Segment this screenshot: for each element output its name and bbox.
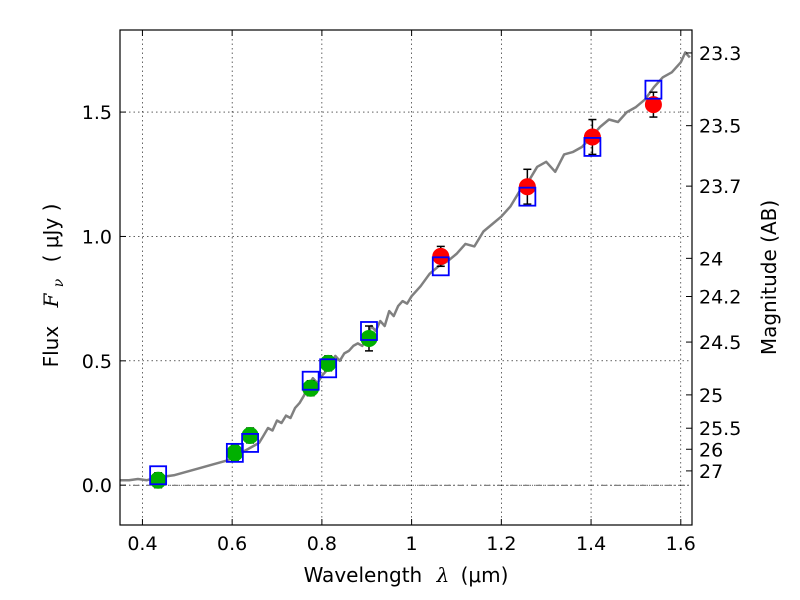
observed-optical-point: [149, 471, 167, 489]
magnitude-tick-label: 23.7: [699, 176, 741, 198]
observed-optical-point: [302, 379, 320, 397]
model-flux-square: [583, 137, 602, 157]
model-flux-square: [319, 358, 338, 379]
magnitude-tick-label: 27: [699, 461, 723, 483]
spectrum-series: [120, 51, 691, 482]
axis-ticks: 0.4 0.6 0.8 1 1.2 1.4 1.6 0.0 0.5 1.0 1.5 23.3 23.5 2…: [82, 30, 741, 555]
observed-ir-point: [518, 178, 536, 196]
magnitude-tick-label: 23.5: [699, 116, 741, 138]
observed-ir-point: [583, 128, 601, 146]
y-axis-label-symbol: F: [39, 292, 63, 308]
model-points: [149, 79, 663, 486]
magnitude-tick-label: 25.5: [699, 418, 741, 440]
magnitude-tick-label: 26: [699, 439, 723, 461]
y-tick-label: 1.0: [82, 226, 112, 248]
x-tick-label: 1: [406, 533, 418, 555]
plot-frame: [119, 29, 693, 526]
y-axis-label: Flux F ν ( μJy ): [39, 204, 68, 368]
model-flux-square: [149, 465, 168, 486]
observed-optical-point: [319, 354, 337, 372]
x-axis-label: Wavelength λ (μm): [304, 563, 509, 587]
spectrum-line: [120, 51, 691, 482]
y-tick-label: 0.0: [82, 475, 112, 497]
model-flux-square: [301, 370, 320, 391]
grid-lines: [120, 30, 692, 525]
model-flux-square: [431, 256, 450, 277]
magnitude-tick-label: 25: [699, 385, 723, 407]
magnitude-tick-label: 24.5: [699, 332, 741, 354]
model-flux-square: [241, 433, 260, 453]
observed-ir-point: [644, 96, 662, 114]
observed-optical-point: [226, 444, 244, 462]
model-flux-square: [644, 79, 663, 100]
magnitude-axis-label: Magnitude (AB): [757, 200, 781, 355]
model-flux-square: [225, 442, 244, 463]
y-tick-label: 1.5: [82, 102, 112, 124]
magnitude-tick-label: 23.3: [699, 43, 741, 65]
observed-optical-point: [241, 426, 259, 444]
x-tick-label: 1.6: [666, 533, 696, 555]
magnitude-tick-label: 24.2: [699, 287, 741, 309]
y-axis-label-unit: ( μJy ): [39, 204, 63, 263]
x-tick-label: 0.4: [127, 533, 157, 555]
x-tick-label: 0.6: [217, 533, 247, 555]
y-axis-label-text: Flux: [39, 326, 63, 368]
x-axis-label-text: Wavelength: [304, 563, 423, 587]
x-axis-label-symbol: λ: [436, 563, 450, 587]
observed-ir-point: [432, 247, 450, 265]
x-axis-label-unit: (μm): [461, 563, 509, 587]
model-flux-square: [360, 321, 378, 341]
magnitude-tick-label: 24: [699, 248, 723, 270]
x-tick-label: 0.8: [307, 533, 337, 555]
y-tick-label: 0.5: [82, 351, 112, 373]
y-axis-label-subscript: ν: [51, 278, 67, 287]
error-bars: [154, 91, 658, 489]
x-tick-label: 1.4: [576, 533, 606, 555]
model-flux-square: [518, 186, 537, 207]
observed-optical-point: [360, 329, 378, 347]
x-tick-label: 1.2: [486, 533, 516, 555]
